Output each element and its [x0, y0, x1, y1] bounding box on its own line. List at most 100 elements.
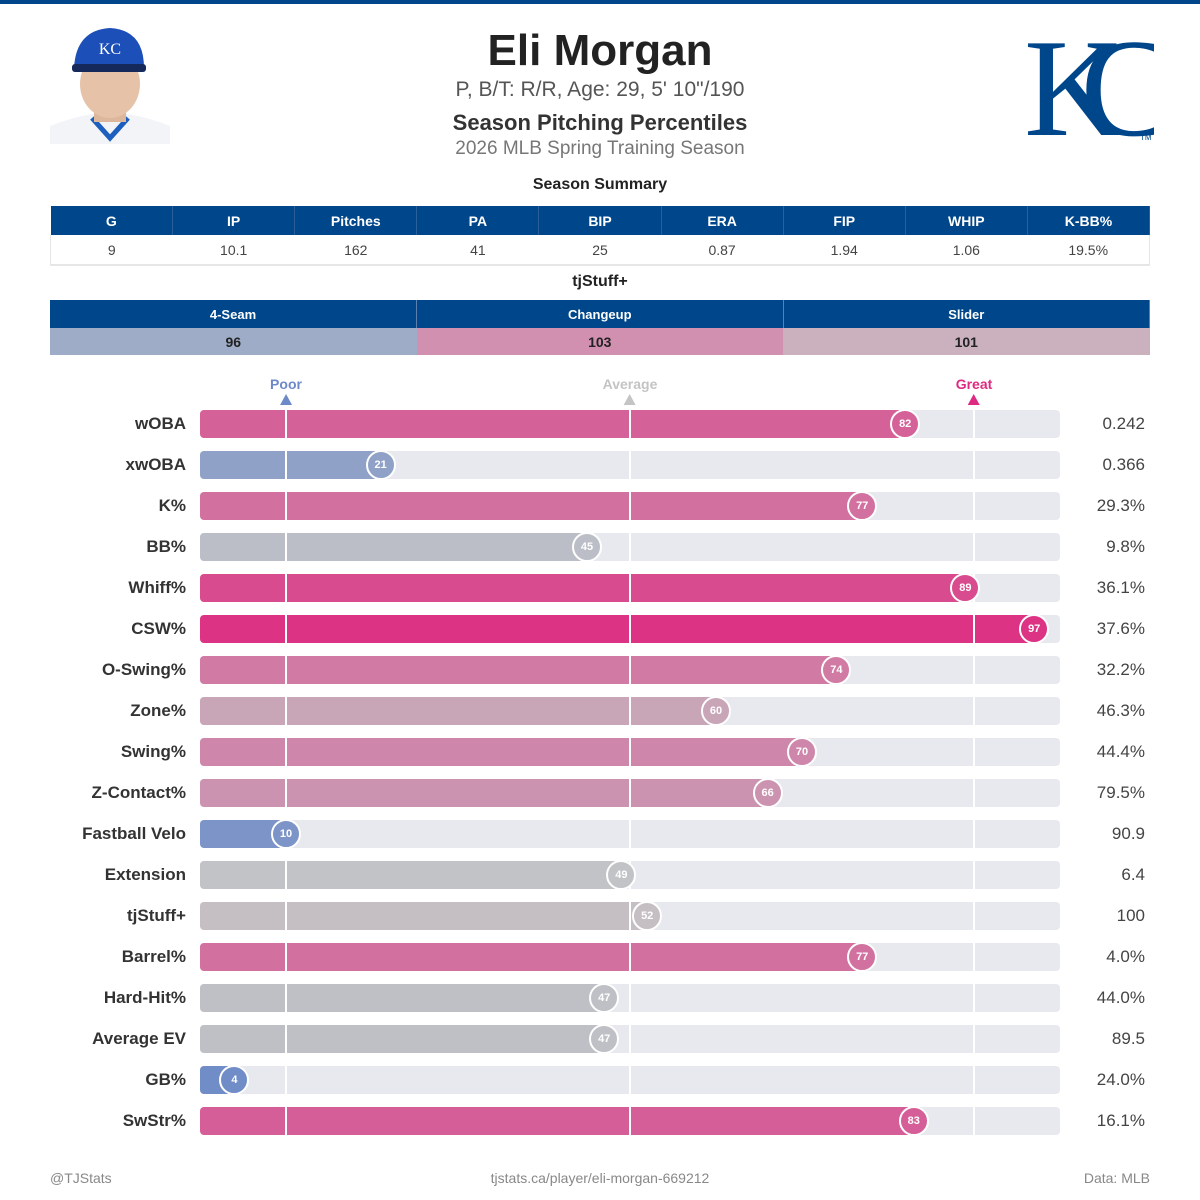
percentile-badge: 52 — [632, 901, 663, 931]
reference-line — [973, 984, 975, 1012]
svg-text:KC: KC — [1024, 11, 1154, 145]
great-label: Great — [955, 376, 993, 392]
percentile-bar — [200, 451, 381, 479]
metric-value: 29.3% — [1096, 496, 1145, 515]
bar-track: 77 — [200, 491, 1060, 521]
reference-line — [973, 492, 975, 520]
bar-track: 89 — [200, 573, 1060, 603]
summary-cell: 9 — [49, 235, 173, 266]
metric-label: Hard-Hit% — [103, 988, 186, 1007]
reference-line — [629, 943, 631, 971]
player-name: Eli Morgan — [487, 26, 713, 75]
metric-label: wOBA — [135, 414, 186, 433]
triangle-up-icon — [624, 394, 636, 405]
reference-line — [629, 984, 631, 1012]
reference-line — [285, 533, 287, 561]
metric-row: O-Swing% 74 32.2% — [0, 655, 1200, 685]
tjstuff-title: tjStuff+ — [572, 273, 628, 290]
percentile-bar — [200, 779, 768, 807]
pitch-stuff-value: 103 — [416, 328, 783, 355]
bar-track: 97 — [200, 614, 1060, 644]
bar-track: 66 — [200, 778, 1060, 808]
reference-line — [629, 451, 631, 479]
percentile-badge: 82 — [890, 409, 921, 439]
bar-track: 77 — [200, 942, 1060, 972]
reference-line — [973, 697, 975, 725]
percentile-badge: 97 — [1019, 614, 1050, 644]
metric-row: Fastball Velo 10 90.9 — [0, 819, 1200, 849]
reference-line — [973, 943, 975, 971]
reference-line — [285, 410, 287, 438]
metric-value: 100 — [1116, 906, 1145, 925]
average-label: Average — [602, 376, 658, 392]
metric-value: 0.242 — [1102, 414, 1145, 433]
metric-value: 6.4 — [1121, 865, 1145, 884]
reference-line — [973, 902, 975, 930]
percentile-badge: 10 — [271, 819, 301, 849]
metric-label: CSW% — [131, 619, 186, 638]
metric-value: 36.1% — [1096, 578, 1145, 597]
bar-track: 60 — [200, 696, 1060, 726]
bar-track: 52 — [200, 901, 1060, 931]
svg-text:TM: TM — [1140, 133, 1152, 142]
metric-row: GB% 4 24.0% — [0, 1065, 1200, 1095]
summary-cell: 1.06 — [905, 235, 1028, 266]
column-header: BIP — [538, 206, 662, 235]
summary-cell: 10.1 — [172, 235, 295, 266]
reference-line — [629, 1107, 631, 1135]
percentile-bar — [200, 1025, 605, 1053]
reference-line — [285, 779, 287, 807]
reference-line — [973, 1066, 975, 1094]
metric-value: 90.9 — [1111, 824, 1145, 843]
reference-line — [285, 697, 287, 725]
percentile-bar — [200, 574, 966, 602]
average-marker: Average — [602, 376, 658, 405]
pitch-name: Changeup — [416, 300, 784, 328]
team-logo: KC TM — [1024, 10, 1197, 166]
bar-track: 70 — [200, 737, 1060, 767]
bar-track: 10 — [200, 819, 1060, 849]
metric-value: 4.0% — [1106, 947, 1145, 966]
metric-row: Extension 49 6.4 — [0, 860, 1200, 890]
poor-label: Poor — [270, 376, 302, 392]
column-header: PA — [416, 206, 540, 235]
percentile-bar — [200, 410, 906, 438]
percentile-badge: 47 — [589, 1024, 620, 1054]
percentile-bar — [200, 943, 863, 971]
column-header: FIP — [783, 206, 906, 235]
percentile-bar — [200, 902, 648, 930]
metric-value: 44.0% — [1096, 988, 1145, 1007]
footer-source: Data: MLB — [1083, 1170, 1150, 1186]
percentile-bar — [200, 984, 605, 1012]
percentile-badge: 70 — [787, 737, 817, 767]
summary-cell: 25 — [538, 235, 662, 266]
percentile-badge: 83 — [898, 1106, 929, 1136]
metric-label: Barrel% — [121, 947, 186, 966]
column-header: G — [50, 206, 174, 235]
metric-value: 0.366 — [1102, 455, 1145, 474]
metric-row: tjStuff+ 52 100 — [0, 901, 1200, 931]
metric-row: K% 77 29.3% — [0, 491, 1200, 521]
season-summary-table: G IP Pitches PA BIP ERA FIP WHIP K-BB% 9 10.1 162 41… — [49, 206, 1151, 266]
reference-line — [629, 779, 631, 807]
reference-line — [285, 615, 287, 643]
reference-line — [285, 1107, 287, 1135]
reference-line — [285, 1066, 287, 1094]
metric-label: K% — [158, 496, 186, 515]
metric-label: Average EV — [92, 1029, 186, 1048]
percentile-badge: 45 — [572, 532, 602, 562]
footer-url[interactable]: tjstats.ca/player/eli-morgan-669212 — [490, 1170, 710, 1186]
reference-line — [629, 574, 631, 602]
top-accent-bar — [0, 0, 1200, 4]
tjstuff-table: 4-Seam Changeup Slider 96 103 101 — [50, 300, 1150, 355]
reference-line — [629, 615, 631, 643]
metric-label: Zone% — [130, 701, 186, 720]
summary-cell: 41 — [416, 235, 539, 266]
reference-line — [973, 779, 975, 807]
metric-value: 44.4% — [1096, 742, 1145, 761]
triangle-up-icon — [967, 394, 980, 405]
pitch-name: 4-Seam — [50, 300, 417, 328]
reference-line — [629, 902, 631, 930]
percentile-bar — [200, 615, 1035, 643]
metric-label: O-Swing% — [101, 660, 186, 679]
